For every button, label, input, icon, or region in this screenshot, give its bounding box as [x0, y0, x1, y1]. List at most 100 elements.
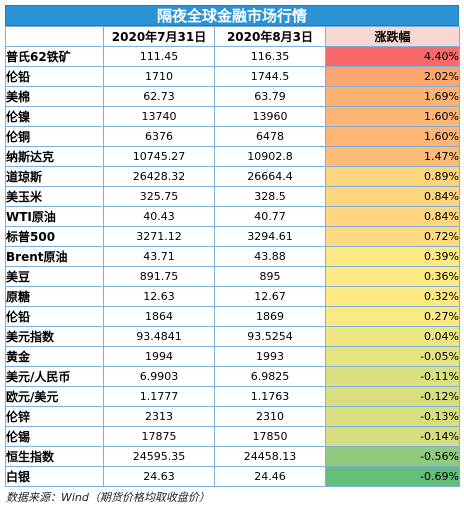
row-change: 0.39%: [325, 246, 460, 267]
row-value-1: 6376: [103, 126, 215, 147]
row-value-2: 43.88: [214, 246, 326, 267]
row-value-1: 10745.27: [103, 146, 215, 167]
row-change: 0.84%: [325, 186, 460, 207]
row-value-2: 24.46: [214, 466, 326, 487]
table-row: 纳斯达克 10745.27 10902.8 1.47%: [5, 146, 460, 167]
source-note: 数据来源：Wind（期货价格均取收盘价）: [6, 491, 210, 504]
table-row: 美元/人民币 6.9903 6.9825 -0.11%: [5, 366, 460, 387]
row-name: 美元/人民币: [5, 366, 104, 387]
table-row: 伦铅 1710 1744.5 2.02%: [5, 66, 460, 87]
row-value-2: 116.35: [214, 46, 326, 67]
row-value-2: 895: [214, 266, 326, 287]
table-row: 美豆 891.75 895 0.36%: [5, 266, 460, 287]
row-name: 美棉: [5, 86, 104, 107]
row-change: 0.32%: [325, 286, 460, 307]
table-row: 美玉米 325.75 328.5 0.84%: [5, 186, 460, 207]
row-value-2: 93.5254: [214, 326, 326, 347]
row-change: 1.69%: [325, 86, 460, 107]
row-change: -0.11%: [325, 366, 460, 387]
row-name: 伦镍: [5, 106, 104, 127]
row-name: 道琼斯: [5, 166, 104, 187]
row-value-1: 3271.12: [103, 226, 215, 247]
row-value-1: 1.1777: [103, 386, 215, 407]
row-change: -0.12%: [325, 386, 460, 407]
table-row: 伦锌 2313 2310 -0.13%: [5, 406, 460, 427]
row-value-1: 1864: [103, 306, 215, 327]
row-change: -0.05%: [325, 346, 460, 367]
row-value-2: 13960: [214, 106, 326, 127]
row-name: WTI原油: [5, 206, 104, 227]
table-row: 伦镍 13740 13960 1.60%: [5, 106, 460, 127]
table-row: 道琼斯 26428.32 26664.4 0.89%: [5, 166, 460, 187]
table-row: 美元指数 93.4841 93.5254 0.04%: [5, 326, 460, 347]
row-value-2: 2310: [214, 406, 326, 427]
row-name: 原糖: [5, 286, 104, 307]
header-change: 涨跌幅: [325, 26, 460, 47]
row-change: 4.40%: [325, 46, 460, 67]
row-value-1: 1994: [103, 346, 215, 367]
row-name: 欧元/美元: [5, 386, 104, 407]
row-change: 1.47%: [325, 146, 460, 167]
row-value-1: 24.63: [103, 466, 215, 487]
row-value-2: 1869: [214, 306, 326, 327]
row-change: 0.89%: [325, 166, 460, 187]
row-name: 伦铅: [5, 306, 104, 327]
row-change: 0.84%: [325, 206, 460, 227]
row-change: -0.14%: [325, 426, 460, 447]
row-value-2: 328.5: [214, 186, 326, 207]
row-change: 0.72%: [325, 226, 460, 247]
row-name: 白银: [5, 466, 104, 487]
row-value-1: 891.75: [103, 266, 215, 287]
row-value-1: 2313: [103, 406, 215, 427]
row-name: 伦铅: [5, 66, 104, 87]
table-row: 黄金 1994 1993 -0.05%: [5, 346, 460, 367]
row-value-1: 6.9903: [103, 366, 215, 387]
row-name: 伦锌: [5, 406, 104, 427]
table-row: Brent原油 43.71 43.88 0.39%: [5, 246, 460, 267]
row-value-2: 10902.8: [214, 146, 326, 167]
row-value-1: 26428.32: [103, 166, 215, 187]
row-value-2: 1993: [214, 346, 326, 367]
row-value-1: 93.4841: [103, 326, 215, 347]
row-change: 0.04%: [325, 326, 460, 347]
row-change: -0.56%: [325, 446, 460, 467]
row-change: 1.60%: [325, 106, 460, 127]
row-value-2: 1.1763: [214, 386, 326, 407]
row-value-2: 26664.4: [214, 166, 326, 187]
row-value-1: 1710: [103, 66, 215, 87]
row-name: 标普500: [5, 226, 104, 247]
header-name: [5, 26, 104, 47]
row-name: 伦铜: [5, 126, 104, 147]
table-row: WTI原油 40.43 40.77 0.84%: [5, 206, 460, 227]
market-table: 2020年7月31日 2020年8月3日 涨跌幅 普氏62铁矿 111.45 116…: [5, 26, 460, 487]
row-value-1: 13740: [103, 106, 215, 127]
row-name: Brent原油: [5, 246, 104, 267]
row-name: 伦锡: [5, 426, 104, 447]
table-row: 美棉 62.73 63.79 1.69%: [5, 86, 460, 107]
row-value-1: 12.63: [103, 286, 215, 307]
row-value-2: 3294.61: [214, 226, 326, 247]
row-name: 黄金: [5, 346, 104, 367]
header-row: 2020年7月31日 2020年8月3日 涨跌幅: [5, 26, 460, 47]
row-value-2: 24458.13: [214, 446, 326, 467]
table-row: 白银 24.63 24.46 -0.69%: [5, 466, 460, 487]
row-value-2: 40.77: [214, 206, 326, 227]
table-row: 普氏62铁矿 111.45 116.35 4.40%: [5, 46, 460, 67]
row-name: 普氏62铁矿: [5, 46, 104, 67]
row-name: 美玉米: [5, 186, 104, 207]
row-name: 恒生指数: [5, 446, 104, 467]
table-row: 伦铜 6376 6478 1.60%: [5, 126, 460, 147]
table-row: 欧元/美元 1.1777 1.1763 -0.12%: [5, 386, 460, 407]
row-change: -0.13%: [325, 406, 460, 427]
table-row: 伦铅 1864 1869 0.27%: [5, 306, 460, 327]
table-row: 标普500 3271.12 3294.61 0.72%: [5, 226, 460, 247]
row-value-1: 325.75: [103, 186, 215, 207]
row-value-1: 111.45: [103, 46, 215, 67]
row-value-2: 6478: [214, 126, 326, 147]
row-value-1: 24595.35: [103, 446, 215, 467]
table-row: 原糖 12.63 12.67 0.32%: [5, 286, 460, 307]
header-date-1: 2020年7月31日: [103, 26, 215, 47]
header-date-2: 2020年8月3日: [214, 26, 326, 47]
row-value-2: 6.9825: [214, 366, 326, 387]
